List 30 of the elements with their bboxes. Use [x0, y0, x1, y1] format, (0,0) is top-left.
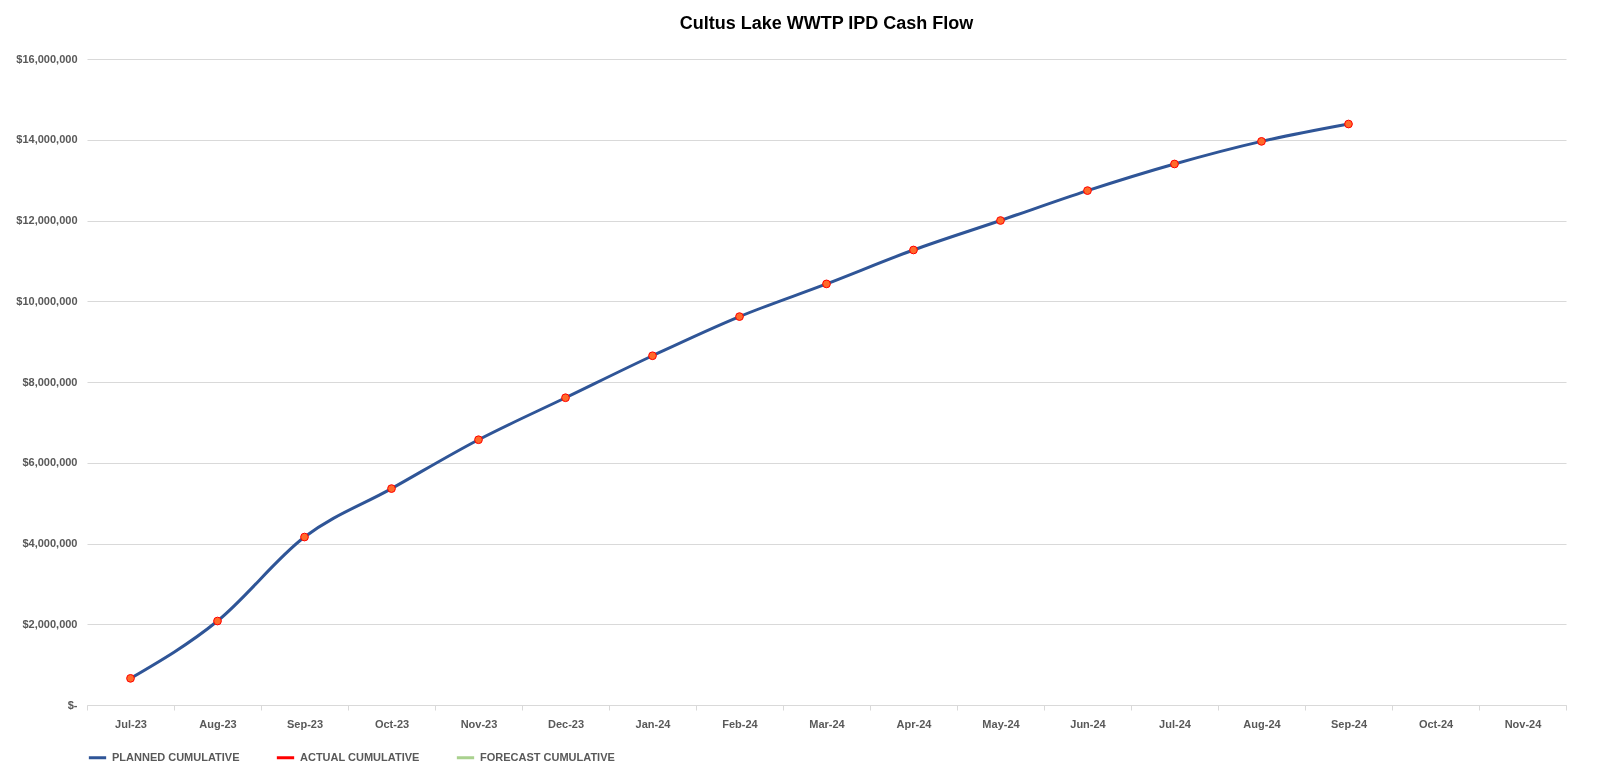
y-tick-label: $2,000,000	[22, 617, 78, 630]
x-tick-label: Aug-23	[199, 717, 237, 730]
x-tick-label: May-24	[982, 717, 1021, 730]
y-tick-label: $-	[67, 698, 78, 711]
x-tick-label: Aug-24	[1243, 717, 1282, 730]
x-tick-label: Jan-24	[635, 717, 672, 730]
x-tick-label: Apr-24	[896, 717, 933, 730]
x-tick-label: Nov-23	[460, 717, 498, 730]
y-tick-label: $4,000,000	[22, 537, 78, 549]
x-tick-label: Dec-23	[547, 717, 585, 730]
chart-title: Cultus Lake WWTP IPD Cash Flow	[679, 13, 975, 33]
y-tick-label: $12,000,000	[16, 214, 78, 226]
y-tick-label: $6,000,000	[22, 456, 78, 469]
x-tick-label: Mar-24	[809, 717, 846, 730]
x-tick-label: Jul-24	[1159, 717, 1192, 730]
y-tick-label: $16,000,000	[16, 52, 78, 65]
x-tick-label: Nov-24	[1504, 717, 1543, 730]
legend-label: PLANNED CUMULATIVE	[112, 750, 240, 763]
x-tick-label: Jul-23	[115, 717, 147, 730]
y-tick-label: $14,000,000	[16, 133, 78, 146]
x-tick-label: Jun-24	[1070, 717, 1107, 730]
legend-label: ACTUAL CUMULATIVE	[300, 750, 420, 763]
x-tick-label: Feb-24	[722, 717, 759, 730]
x-tick-label: Sep-23	[286, 717, 324, 730]
x-tick-label: Oct-23	[374, 717, 410, 730]
legend-label: FORECAST CUMULATIVE	[480, 750, 615, 763]
x-tick-label: Oct-24	[1418, 717, 1454, 730]
y-tick-label: $10,000,000	[16, 294, 78, 307]
x-tick-label: Sep-24	[1330, 717, 1368, 730]
y-tick-label: $8,000,000	[22, 375, 78, 388]
